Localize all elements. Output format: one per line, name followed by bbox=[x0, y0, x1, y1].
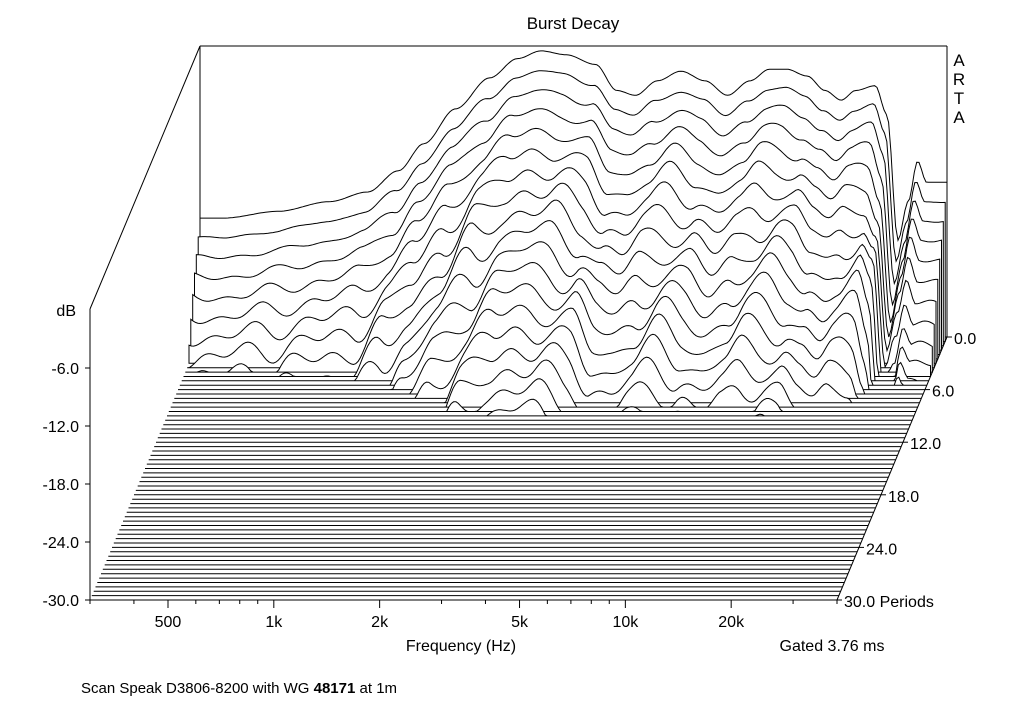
decay-slices bbox=[90, 50, 948, 601]
z-tick-label: 30.0 Periods bbox=[844, 594, 934, 611]
decay-slice bbox=[167, 398, 914, 417]
x-tick-label: 2k bbox=[371, 614, 389, 631]
gate-note: Gated 3.76 ms bbox=[780, 638, 885, 655]
x-axis-label: Frequency (Hz) bbox=[406, 638, 516, 655]
back-left-edge bbox=[89, 45, 201, 310]
x-tick-label: 5k bbox=[511, 614, 529, 631]
footnote-text-after: at 1m bbox=[355, 680, 398, 697]
y-tick-label: -30.0 bbox=[43, 593, 80, 610]
footnote-text-before: Scan Speak D3806-8200 with WG bbox=[81, 680, 314, 697]
z-tick-label: 24.0 bbox=[866, 541, 897, 558]
chart-footnote: Scan Speak D3806-8200 with WG 48171 at 1… bbox=[81, 680, 397, 697]
z-tick-label: 6.0 bbox=[932, 384, 954, 401]
z-tick-label: 18.0 bbox=[888, 489, 919, 506]
chart-title: Burst Decay bbox=[527, 14, 620, 33]
y-tick-label: -12.0 bbox=[43, 419, 80, 436]
y-tick-label: -6.0 bbox=[51, 361, 79, 378]
y-axis-ticks: -6.0 -12.0 -18.0 -24.0 -30.0 bbox=[43, 361, 90, 610]
z-tick-label: 12.0 bbox=[910, 436, 941, 453]
x-tick-label: 20k bbox=[718, 614, 745, 631]
y-tick-label: -24.0 bbox=[43, 535, 80, 552]
footnote-model-number: 48171 bbox=[313, 680, 356, 697]
x-axis-ticks: 500 1k 2k 5k 10k 20k bbox=[89, 600, 838, 631]
y-tick-label: -18.0 bbox=[43, 477, 80, 494]
z-tick-label: 0.0 bbox=[954, 331, 976, 348]
z-axis-ticks: 0.0 6.0 12.0 18.0 24.0 30.0 Periods bbox=[837, 331, 976, 611]
x-tick-label: 10k bbox=[612, 614, 639, 631]
x-tick-label: 500 bbox=[155, 614, 182, 631]
x-tick-label: 1k bbox=[265, 614, 283, 631]
y-axis-label: dB bbox=[56, 303, 76, 320]
decay-slice bbox=[168, 378, 916, 412]
